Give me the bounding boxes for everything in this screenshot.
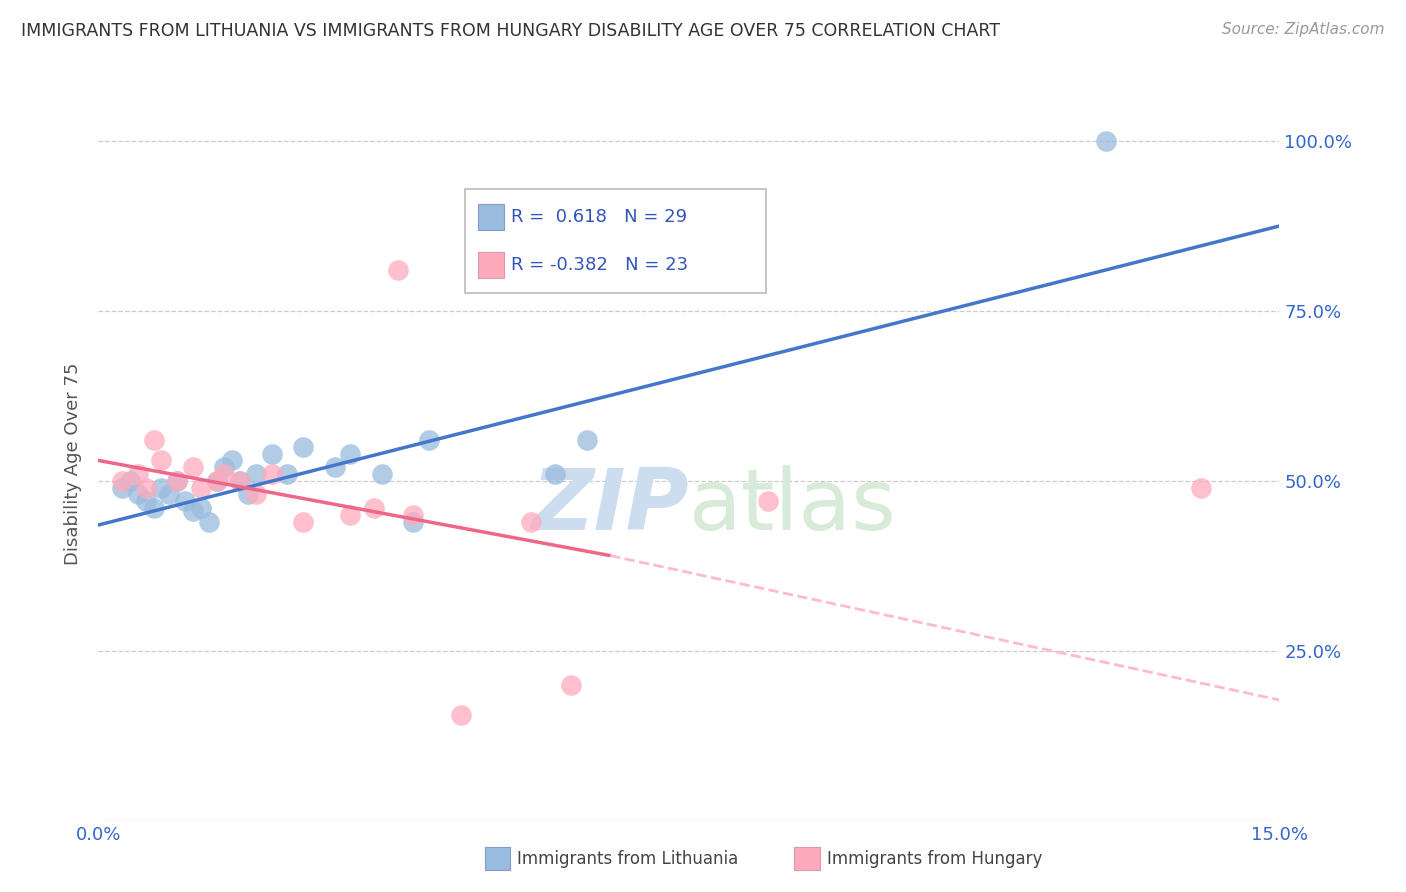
Point (190, 481, 212, 495)
Point (260, 467, 283, 481)
Text: Source: ZipAtlas.com: Source: ZipAtlas.com (1222, 22, 1385, 37)
Point (197, 515, 219, 529)
Point (363, 501, 385, 516)
Point (339, 447, 361, 461)
Text: R =  0.618   N = 29: R = 0.618 N = 29 (510, 208, 688, 226)
Text: Immigrants from Lithuania: Immigrants from Lithuania (517, 849, 738, 868)
Point (371, 467, 394, 481)
Point (323, 460, 346, 475)
Point (260, 447, 283, 461)
Point (245, 487, 267, 501)
Text: ZIP: ZIP (531, 465, 689, 549)
Point (1095, 134, 1118, 148)
Point (150, 453, 173, 467)
Point (205, 474, 228, 488)
Point (221, 453, 243, 467)
Point (166, 474, 188, 488)
Point (236, 487, 259, 501)
Point (174, 494, 197, 508)
Point (450, 708, 472, 723)
Point (135, 494, 157, 508)
Point (181, 504, 204, 518)
Point (418, 433, 440, 447)
Point (544, 467, 567, 481)
Point (127, 467, 149, 481)
Bar (478, 252, 503, 278)
Point (157, 487, 180, 501)
Point (190, 501, 212, 516)
Point (339, 508, 361, 522)
Point (118, 474, 141, 488)
Point (205, 474, 228, 488)
Point (292, 515, 315, 529)
Text: Immigrants from Hungary: Immigrants from Hungary (827, 849, 1042, 868)
Text: atlas: atlas (689, 465, 897, 549)
Text: R = -0.382   N = 23: R = -0.382 N = 23 (510, 256, 688, 274)
Point (142, 433, 165, 447)
Point (292, 440, 315, 454)
Point (111, 474, 134, 488)
Point (387, 263, 409, 277)
Point (229, 474, 252, 488)
Point (181, 460, 204, 475)
Bar (478, 203, 503, 230)
Text: IMMIGRANTS FROM LITHUANIA VS IMMIGRANTS FROM HUNGARY DISABILITY AGE OVER 75 CORR: IMMIGRANTS FROM LITHUANIA VS IMMIGRANTS … (21, 22, 1000, 40)
Y-axis label: Disability Age Over 75: Disability Age Over 75 (63, 362, 82, 566)
Point (127, 487, 149, 501)
Point (229, 474, 252, 488)
Point (756, 494, 779, 508)
Point (135, 481, 157, 495)
Point (402, 515, 425, 529)
FancyBboxPatch shape (464, 189, 766, 293)
Point (166, 474, 188, 488)
Point (575, 433, 598, 447)
Point (214, 460, 236, 475)
Point (214, 467, 236, 481)
Point (150, 481, 173, 495)
Point (560, 678, 582, 692)
Point (245, 467, 267, 481)
Point (111, 481, 134, 495)
Point (276, 467, 298, 481)
Point (1189, 481, 1212, 495)
Point (520, 515, 543, 529)
Point (142, 501, 165, 516)
Point (402, 508, 425, 522)
